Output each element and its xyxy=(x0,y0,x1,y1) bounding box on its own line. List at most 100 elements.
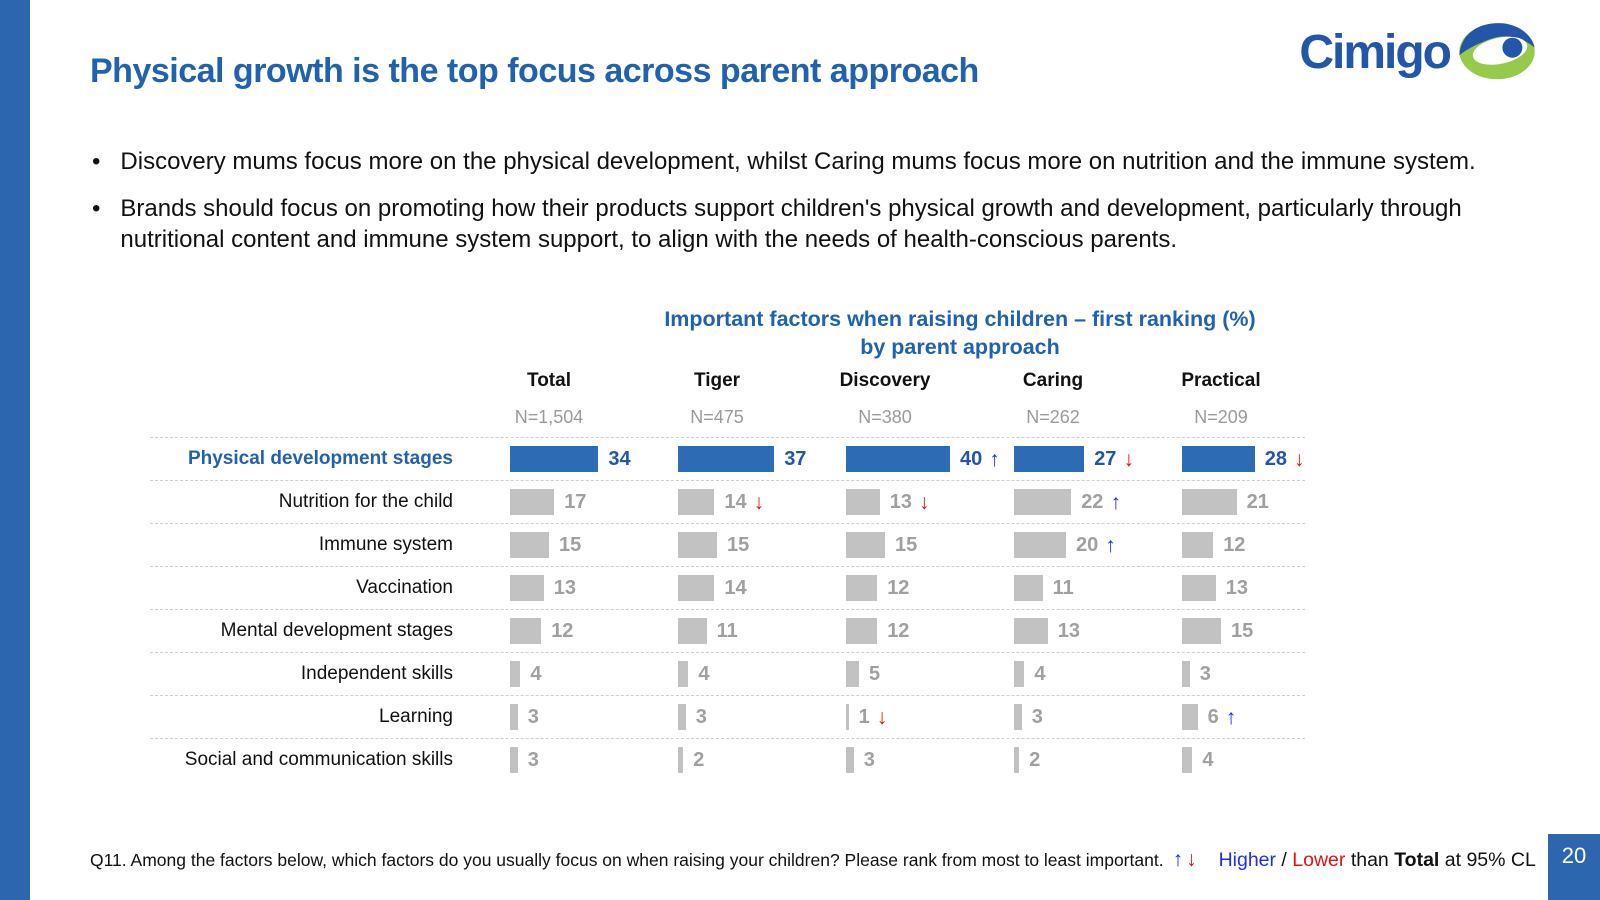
chart-cell: 11 xyxy=(969,575,1137,601)
down-arrow-icon: ↓ xyxy=(919,490,930,514)
bar xyxy=(678,575,715,601)
value-label: 15 xyxy=(895,533,918,556)
value-label: 4 xyxy=(1034,662,1046,685)
chart-row: Mental development stages 12 11 12 13 15 xyxy=(150,609,1305,652)
value-label: 12 xyxy=(887,576,910,599)
down-arrow-icon: ↓ xyxy=(753,490,765,514)
chart-cell: 12 xyxy=(1137,532,1305,558)
value-label: 11 xyxy=(716,619,738,642)
chart-cell: 28 ↓ xyxy=(1137,446,1305,472)
bar xyxy=(1182,618,1221,644)
down-arrow-icon: ↓ xyxy=(1123,447,1134,471)
chart-cell: 17 xyxy=(465,489,633,515)
value-label: 22 xyxy=(1081,490,1104,513)
value-label: 4 xyxy=(698,662,710,685)
chart-row: Vaccination 13 14 12 11 13 xyxy=(150,566,1305,609)
value-label: 13 xyxy=(889,490,913,513)
up-arrow-icon: ↑ xyxy=(1110,490,1121,514)
bullet-dot: • xyxy=(92,195,101,223)
legend-rest: at 95% CL xyxy=(1439,849,1536,871)
bullet-text: Brands should focus on promoting how the… xyxy=(120,195,1462,254)
value-label: 15 xyxy=(559,533,582,556)
chart-cell: 22 ↑ xyxy=(969,489,1137,515)
value-label: 1 xyxy=(858,705,870,728)
down-arrow-icon: ↓ xyxy=(876,705,888,729)
legend-higher: Higher xyxy=(1218,849,1277,871)
bar xyxy=(1182,575,1216,601)
column-label: Caring xyxy=(1022,370,1084,391)
chart-cell: 13 ↓ xyxy=(801,489,969,515)
value-label: 3 xyxy=(1031,705,1043,728)
column-header-discovery: Discovery N=380 xyxy=(801,370,969,428)
value-label: 5 xyxy=(869,662,881,685)
column-label: Tiger xyxy=(693,370,741,391)
down-arrow-icon: ↓ xyxy=(1186,848,1196,871)
up-arrow-icon: ↑ xyxy=(989,447,1000,471)
value-label: 40 xyxy=(960,447,983,470)
bar xyxy=(510,532,549,558)
bar xyxy=(510,575,544,601)
chart-cell: 13 xyxy=(465,575,633,601)
bar xyxy=(1182,704,1198,730)
chart-cell: 12 xyxy=(801,575,969,601)
column-base-size: N=209 xyxy=(1194,407,1248,427)
cimigo-eye-icon xyxy=(1458,20,1536,85)
column-base-size: N=380 xyxy=(858,407,912,427)
bar xyxy=(1014,489,1072,515)
bar xyxy=(1014,661,1025,687)
chart-cell: 2 xyxy=(969,747,1137,773)
chart-cell: 40 ↑ xyxy=(801,446,1000,472)
chart-cell: 37 xyxy=(633,446,806,472)
chart-row: Independent skills 4 4 5 4 3 xyxy=(150,652,1305,695)
chart-cell: 13 xyxy=(1137,575,1305,601)
value-label: 15 xyxy=(727,533,750,556)
chart-body: Physical development stages 34 37 40 ↑ 27 ↓ 28 ↓… xyxy=(150,437,1305,781)
row-label: Social and communication skills xyxy=(184,749,453,770)
bar xyxy=(846,575,878,601)
bar xyxy=(1182,532,1214,558)
value-label: 14 xyxy=(724,490,747,513)
value-label: 13 xyxy=(553,576,577,599)
cimigo-logo-text: Cimigo xyxy=(1299,26,1452,79)
value-label: 3 xyxy=(1199,662,1211,685)
value-label: 37 xyxy=(784,447,807,470)
value-label: 34 xyxy=(608,447,631,470)
column-header-practical: Practical N=209 xyxy=(1137,370,1305,428)
highlight-bar xyxy=(846,446,950,472)
value-label: 15 xyxy=(1231,619,1254,642)
column-label: Total xyxy=(527,370,571,391)
chart-cell: 15 xyxy=(633,532,801,558)
chart-cell: 11 xyxy=(633,618,801,644)
chart-row: Nutrition for the child 17 14 ↓ 13 ↓ 22 ↑ 21 xyxy=(150,480,1305,523)
row-label: Learning xyxy=(379,706,453,727)
bar xyxy=(846,704,849,730)
chart-cell: 4 xyxy=(465,661,633,687)
chart-cell: 15 xyxy=(1137,618,1305,644)
row-label: Vaccination xyxy=(356,577,453,598)
value-label: 2 xyxy=(1029,748,1041,771)
bar xyxy=(510,661,521,687)
bar xyxy=(846,532,885,558)
bar xyxy=(846,747,854,773)
row-label: Independent skills xyxy=(300,663,453,684)
chart-cell: 21 xyxy=(1137,489,1305,515)
legend-arrows-icon: ↑ ↓ xyxy=(1166,848,1197,872)
value-label: 12 xyxy=(1223,533,1246,556)
chart-cell: 20 ↑ xyxy=(969,532,1137,558)
chart-cell: 4 xyxy=(969,661,1137,687)
up-arrow-icon: ↑ xyxy=(1172,848,1183,871)
chart-cell: 5 xyxy=(801,661,969,687)
value-label: 17 xyxy=(564,490,587,513)
chart-cell: 4 xyxy=(1137,747,1305,773)
row-label: Mental development stages xyxy=(220,620,453,641)
value-label: 12 xyxy=(551,619,574,642)
cimigo-logo: Cimigo xyxy=(1299,20,1536,85)
value-label: 20 xyxy=(1076,533,1099,556)
bar xyxy=(1014,618,1048,644)
highlight-bar xyxy=(1182,446,1255,472)
chart-row: Social and communication skills 3 2 3 2 4 xyxy=(150,738,1305,781)
legend-separator: / xyxy=(1276,849,1293,871)
value-label: 3 xyxy=(527,748,539,771)
bar xyxy=(510,618,542,644)
bar xyxy=(1182,661,1190,687)
